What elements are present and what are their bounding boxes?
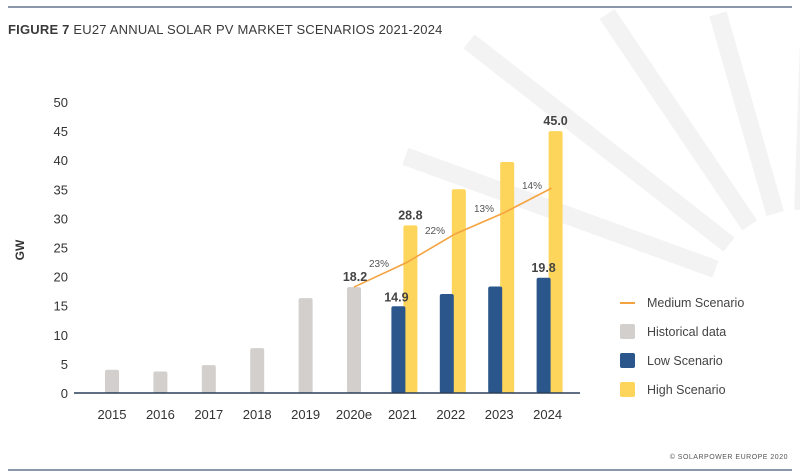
bar-low: [536, 277, 551, 393]
y-tick-label: 15: [54, 299, 68, 314]
bar-historical: [153, 371, 168, 393]
background-ray: [463, 34, 735, 252]
y-tick-label: 45: [54, 124, 68, 139]
y-axis-label: GW: [13, 239, 27, 260]
x-tick-label: 2016: [146, 407, 175, 422]
data-label: 28.8: [398, 208, 422, 222]
x-tick-label: 2022: [436, 407, 465, 422]
bar-historical: [298, 298, 313, 393]
y-tick-label: 20: [54, 270, 68, 285]
bar-historical: [347, 287, 361, 393]
y-tick-label: 50: [54, 95, 68, 110]
legend-item-historical: Historical data: [620, 317, 744, 346]
y-tick-label: 25: [54, 241, 68, 256]
legend-swatch-historical: [620, 324, 635, 339]
x-tick-label: 2024: [533, 407, 562, 422]
bar-high: [500, 161, 515, 393]
figure-title: EU27 ANNUAL SOLAR PV MARKET SCENARIOS 20…: [73, 22, 443, 37]
bar-low: [439, 294, 454, 393]
x-tick-label: 2023: [485, 407, 514, 422]
legend-line-medium: [620, 301, 635, 304]
y-tick-label: 5: [61, 357, 68, 372]
bar-historical: [105, 369, 119, 393]
x-tick-label: 2017: [194, 407, 223, 422]
y-tick-label: 0: [61, 386, 68, 401]
chart-title: FIGURE 7 EU27 ANNUAL SOLAR PV MARKET SCE…: [8, 22, 443, 37]
growth-label: 22%: [425, 226, 445, 237]
x-tick-label: 2018: [243, 407, 272, 422]
data-label: 45.0: [543, 114, 567, 128]
data-label: 14.9: [384, 290, 408, 304]
legend-item-high: High Scenario: [620, 375, 744, 404]
x-tick-label: 2020e: [336, 407, 372, 422]
bar-high: [548, 131, 563, 393]
background-ray: [599, 8, 758, 231]
legend-swatch-high: [620, 382, 635, 397]
data-label: 19.8: [531, 261, 555, 275]
bar-high: [451, 189, 466, 393]
x-tick-label: 2021: [388, 407, 417, 422]
y-tick-label: 30: [54, 211, 68, 226]
growth-label: 13%: [474, 204, 494, 215]
figure-number: FIGURE 7: [8, 22, 70, 37]
bar-historical: [250, 348, 265, 393]
copyright-credit: © SOLARPOWER EUROPE 2020: [669, 454, 788, 461]
medium-scenario-line: [353, 187, 552, 288]
growth-label: 23%: [369, 259, 389, 270]
x-tick-label: 2019: [291, 407, 320, 422]
legend-item-medium: Medium Scenario: [620, 288, 744, 317]
legend: Medium Scenario Historical data Low Scen…: [620, 288, 744, 404]
y-tick-label: 35: [54, 182, 68, 197]
bar-low: [488, 286, 503, 393]
data-label: 18.2: [343, 270, 367, 284]
bar-low: [391, 306, 406, 393]
y-tick-label: 40: [54, 153, 68, 168]
growth-label: 14%: [522, 181, 542, 192]
x-tick-label: 2015: [98, 407, 127, 422]
legend-item-low: Low Scenario: [620, 346, 744, 375]
legend-swatch-low: [620, 353, 635, 368]
bar-historical: [201, 365, 216, 393]
background-ray: [709, 11, 784, 216]
y-tick-label: 10: [54, 328, 68, 343]
bar-high: [403, 225, 418, 393]
